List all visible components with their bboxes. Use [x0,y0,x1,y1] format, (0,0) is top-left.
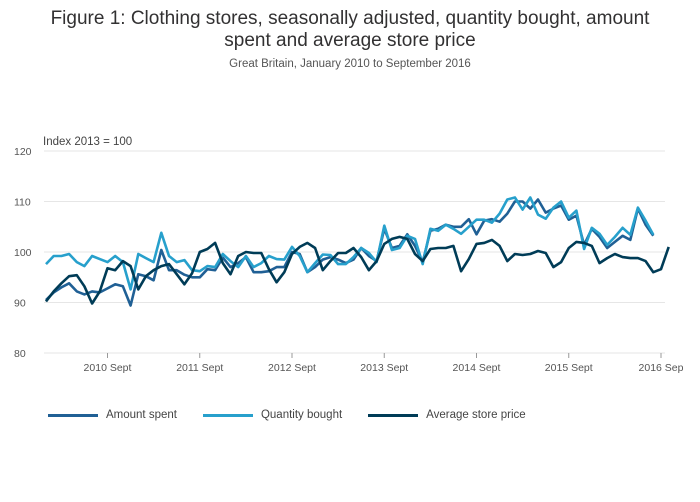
x-tick-label: 2010 Sept [84,362,132,374]
gridlines [44,150,665,354]
y-tick-label: 90 [14,298,26,310]
x-tick-label: 2012 Sept [268,362,316,374]
legend-label-quantity-bought: Quantity bought [260,409,343,421]
y-tick-label: 100 [14,247,32,259]
x-tick-label: 2016 Sep [639,362,684,374]
chart-title-line-1: Figure 1: Clothing stores, seasonally ad… [50,8,650,29]
x-tick-label: 2011 Sept [176,362,223,374]
series-line-average-store-price[interactable] [44,235,670,305]
series-lines [44,196,670,307]
legend-swatch-quantity-bought [202,413,253,417]
chart-title: Figure 1: Clothing stores, seasonally ad… [0,8,700,52]
y-axis-label: Index 2013 = 100 [43,136,133,148]
legend-label-average-store-price: Average store price [426,409,526,421]
x-axis-ticks: 2010 Sept 2011 Sept 2012 Sept 2013 Sept 2014… [84,353,684,374]
legend-item-average-store-price[interactable]: Average store price [368,409,526,421]
y-tick-label: 110 [14,197,31,209]
x-tick-label: 2013 Sept [360,362,408,374]
series-line-quantity-bought[interactable] [45,196,655,291]
legend-item-amount-spent[interactable]: Amount spent [48,409,177,421]
legend-label-amount-spent: Amount spent [106,409,177,421]
legend-swatch-average-store-price [368,413,419,417]
x-tick-label: 2015 Sept [545,362,593,374]
y-tick-label: 120 [14,146,32,158]
chart-subtitle: Great Britain, January 2010 to September… [229,58,471,70]
legend-swatch-amount-spent [48,413,98,417]
chart-title-line-2: spent and average store price [224,30,476,51]
y-tick-label: 80 [14,348,26,360]
chart-legend: Amount spent Quantity bought Average sto… [48,409,552,421]
x-tick-label: 2014 Sept [453,362,501,374]
y-axis-ticks: 80 90 100 110 120 [14,146,32,360]
legend-item-quantity-bought[interactable]: Quantity bought [202,409,343,421]
